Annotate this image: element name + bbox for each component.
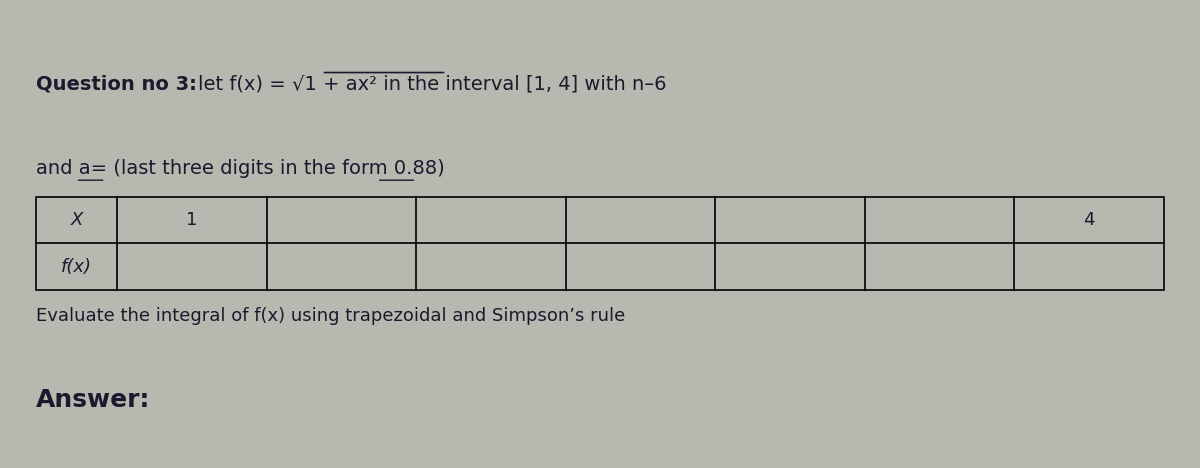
Text: X: X bbox=[71, 211, 83, 229]
Text: Question no 3:: Question no 3: bbox=[36, 75, 204, 94]
Text: and a= (last three digits in the form 0.88): and a= (last three digits in the form 0.… bbox=[36, 159, 445, 178]
Text: f(x): f(x) bbox=[61, 258, 92, 276]
Text: Answer:: Answer: bbox=[36, 388, 150, 412]
Text: 4: 4 bbox=[1084, 211, 1094, 229]
Bar bbox=[36, 197, 1164, 290]
Text: Evaluate the integral of f(x) using trapezoidal and Simpson’s rule: Evaluate the integral of f(x) using trap… bbox=[36, 307, 625, 324]
Text: let f(x) = √1 + ax² in the interval [1, 4] with n–6: let f(x) = √1 + ax² in the interval [1, … bbox=[198, 75, 666, 94]
Text: 1: 1 bbox=[186, 211, 198, 229]
